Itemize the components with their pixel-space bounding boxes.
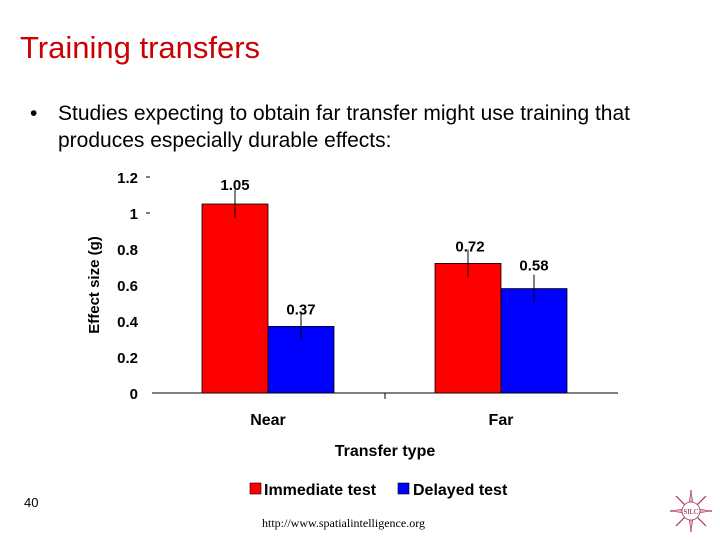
y-tick-label: 0.8	[117, 242, 138, 259]
footer-url: http://www.spatialintelligence.org	[262, 516, 425, 530]
data-label: 0.58	[519, 258, 548, 275]
y-tick-label: 1	[130, 206, 138, 223]
bar	[500, 288, 568, 394]
chart-axes: 0 0.2 0.4 0.6 0.8 1 1.2 Effect size (g) Transfer…	[86, 170, 618, 460]
chart-legend: Immediate test Delayed test	[249, 482, 508, 499]
bar	[201, 203, 269, 394]
data-label: 0.37	[286, 301, 315, 318]
legend-swatch	[397, 482, 410, 495]
slide-title: Training transfers	[20, 30, 261, 65]
logo-text: SILC	[683, 508, 699, 516]
y-tick-label: 0.2	[117, 350, 138, 367]
x-category-label: Near	[250, 412, 286, 429]
data-label: 0.72	[455, 238, 484, 255]
chart-bars	[201, 190, 568, 394]
silc-logo-icon: SILC	[670, 490, 712, 532]
bullet-text: Studies expecting to obtain far transfer…	[58, 102, 630, 152]
y-tick-label: 1.2	[117, 170, 138, 187]
x-category-label: Far	[489, 412, 514, 429]
y-tick-label: 0	[130, 386, 138, 403]
bullet-icon: •	[30, 102, 38, 125]
data-label: 1.05	[220, 177, 249, 194]
legend-label: Immediate test	[264, 482, 377, 499]
y-tick-label: 0.4	[117, 314, 139, 331]
bullet-point: • Studies expecting to obtain far transf…	[30, 100, 690, 154]
legend-label: Delayed test	[413, 482, 508, 499]
legend-swatch	[249, 482, 262, 495]
x-axis-title: Transfer type	[335, 443, 436, 460]
y-tick-label: 0.6	[117, 278, 138, 295]
chart-labels: Near 1.05 0.37 Far 0.72 0.58	[220, 177, 548, 429]
bar	[434, 262, 502, 394]
y-axis-title: Effect size (g)	[86, 236, 103, 334]
page-number: 40	[24, 495, 39, 510]
